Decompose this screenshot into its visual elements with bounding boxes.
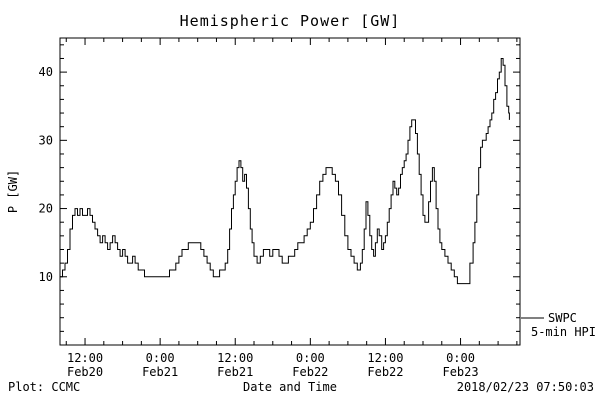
axis-ticks: 1020304012:00Feb200:00Feb2112:00Feb210:0… <box>39 38 520 379</box>
x-tick-time-label: 0:00 <box>296 351 325 365</box>
x-tick-time-label: 0:00 <box>446 351 475 365</box>
plot-timestamp: 2018/02/23 07:50:03 <box>457 380 594 394</box>
footer: Plot: CCMC Date and Time 2018/02/23 07:5… <box>8 380 594 394</box>
x-axis-title: Date and Time <box>243 380 337 394</box>
hpi-line <box>60 58 510 285</box>
x-tick-time-label: 12:00 <box>217 351 253 365</box>
x-tick-time-label: 0:00 <box>146 351 175 365</box>
x-tick-time-label: 12:00 <box>67 351 103 365</box>
legend-series-source: SWPC <box>548 311 577 325</box>
x-tick-time-label: 12:00 <box>367 351 403 365</box>
y-axis-label: P [GW] <box>6 170 20 213</box>
legend: SWPC 5-min HPI <box>521 311 596 339</box>
y-tick-label: 40 <box>39 65 53 79</box>
x-tick-date-label: Feb22 <box>292 365 328 379</box>
y-tick-label: 20 <box>39 202 53 216</box>
x-tick-date-label: Feb22 <box>367 365 403 379</box>
y-tick-label: 10 <box>39 270 53 284</box>
plot-credit: Plot: CCMC <box>8 380 80 394</box>
y-tick-label: 30 <box>39 133 53 147</box>
legend-series-name: 5-min HPI <box>531 325 596 339</box>
plot-frame <box>59 37 521 346</box>
x-tick-date-label: Feb21 <box>142 365 178 379</box>
x-tick-date-label: Feb23 <box>442 365 478 379</box>
x-tick-date-label: Feb20 <box>67 365 103 379</box>
chart-title: Hemispheric Power [GW] <box>180 12 401 30</box>
x-tick-date-label: Feb21 <box>217 365 253 379</box>
